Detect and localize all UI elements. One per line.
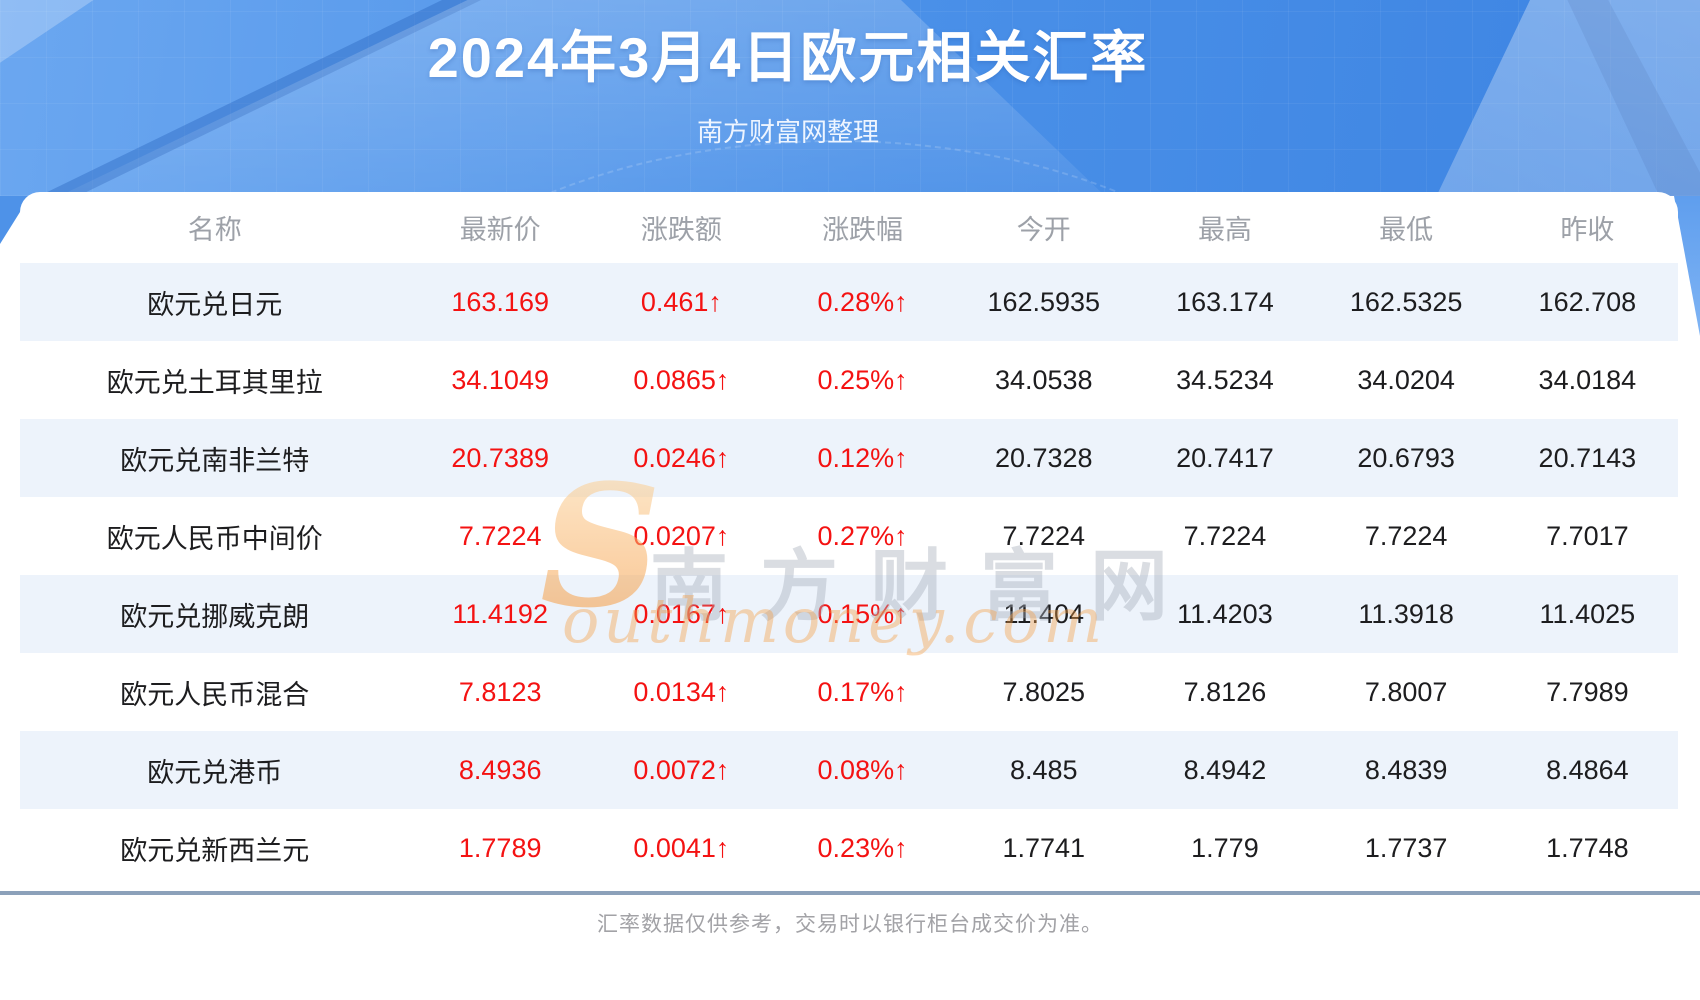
value-cell: 34.5234 bbox=[1176, 364, 1274, 395]
header-banner: 2024年3月4日欧元相关汇率 南方财富网整理 bbox=[0, 0, 1700, 196]
value-cell: 8.4839 bbox=[1364, 754, 1448, 785]
table-header-row: 名称 最新价 涨跌额 涨跌幅 今开 最高 最低 昨收 bbox=[20, 192, 1678, 263]
column-header: 名称 bbox=[187, 215, 242, 245]
value-cell: 7.7224 bbox=[1002, 520, 1086, 551]
value-cell: 162.708 bbox=[1538, 286, 1637, 317]
page-title: 2024年3月4日欧元相关汇率 bbox=[427, 26, 1149, 89]
value-cell: 0.0134↑ bbox=[633, 676, 730, 707]
column-header: 最高 bbox=[1197, 215, 1252, 245]
value-cell: 11.4025 bbox=[1539, 598, 1636, 629]
value-cell: 7.8025 bbox=[1002, 676, 1086, 707]
table-row: 欧元人民币混合 7.8123 0.0134↑ 0.17%↑ 7.8025 7.8126 7.… bbox=[20, 653, 1678, 731]
value-cell: 34.0184 bbox=[1538, 364, 1637, 395]
value-cell: 8.4942 bbox=[1183, 754, 1267, 785]
value-cell: 0.0041↑ bbox=[633, 832, 730, 863]
value-cell: 0.27%↑ bbox=[817, 520, 908, 551]
value-cell: 0.08%↑ bbox=[817, 754, 908, 785]
value-cell: 0.0072↑ bbox=[633, 754, 730, 785]
value-cell: 7.7224 bbox=[458, 520, 542, 551]
value-cell: 162.5325 bbox=[1349, 286, 1463, 317]
value-cell: 1.7748 bbox=[1546, 832, 1629, 863]
value-cell: 7.7224 bbox=[1364, 520, 1448, 551]
value-cell: 163.174 bbox=[1176, 286, 1274, 317]
value-cell: 7.7224 bbox=[1183, 520, 1267, 551]
table-body: 欧元兑日元 163.169 0.461↑ 0.28%↑ 162.5935 163.174 1… bbox=[20, 263, 1678, 887]
pair-name-cell: 欧元人民币中间价 bbox=[106, 523, 323, 554]
value-cell: 0.23%↑ bbox=[817, 832, 908, 863]
value-cell: 20.7389 bbox=[451, 442, 549, 473]
table-row: 欧元兑土耳其里拉 34.1049 0.0865↑ 0.25%↑ 34.0538 34.52… bbox=[20, 341, 1678, 419]
value-cell: 0.0246↑ bbox=[633, 442, 730, 473]
table-row: 欧元兑挪威克朗 11.4192 0.0167↑ 0.15%↑ 11.404 11.4203… bbox=[20, 575, 1678, 653]
table-row: 欧元兑南非兰特 20.7389 0.0246↑ 0.12%↑ 20.7328 20.741… bbox=[20, 419, 1678, 497]
value-cell: 0.0167↑ bbox=[633, 598, 730, 629]
value-cell: 1.7741 bbox=[1002, 832, 1086, 863]
column-header: 最低 bbox=[1379, 215, 1434, 245]
value-cell: 34.0538 bbox=[994, 364, 1093, 395]
value-cell: 0.25%↑ bbox=[817, 364, 908, 395]
pair-name-cell: 欧元兑南非兰特 bbox=[120, 445, 310, 476]
value-cell: 8.4936 bbox=[458, 754, 542, 785]
value-cell: 0.0207↑ bbox=[633, 520, 730, 551]
value-cell: 7.8007 bbox=[1364, 676, 1448, 707]
rates-card: 名称 最新价 涨跌额 涨跌幅 今开 最高 最低 昨收 欧元兑日元 163.169 0.461↑ 0.… bbox=[20, 192, 1678, 887]
value-cell: 34.0204 bbox=[1357, 364, 1455, 395]
column-header: 涨跌额 bbox=[640, 215, 722, 245]
value-cell: 34.1049 bbox=[451, 364, 549, 395]
table-row: 欧元人民币中间价 7.7224 0.0207↑ 0.27%↑ 7.7224 7.7224 7… bbox=[20, 497, 1678, 575]
value-cell: 0.15%↑ bbox=[817, 598, 908, 629]
value-cell: 163.169 bbox=[451, 286, 549, 317]
table-row: 欧元兑日元 163.169 0.461↑ 0.28%↑ 162.5935 163.174 1… bbox=[20, 263, 1678, 341]
value-cell: 7.7017 bbox=[1546, 520, 1629, 551]
value-cell: 20.7143 bbox=[1538, 442, 1637, 473]
value-cell: 1.7737 bbox=[1364, 832, 1448, 863]
value-cell: 0.461↑ bbox=[640, 286, 722, 317]
value-cell: 11.404 bbox=[1003, 598, 1085, 629]
page-subtitle: 南方财富网整理 bbox=[696, 117, 879, 147]
value-cell: 11.4203 bbox=[1177, 598, 1273, 629]
value-cell: 0.17%↑ bbox=[817, 676, 908, 707]
column-header: 涨跌幅 bbox=[822, 215, 904, 245]
value-cell: 1.779 bbox=[1191, 832, 1259, 863]
value-cell: 7.8126 bbox=[1183, 676, 1267, 707]
pair-name-cell: 欧元兑挪威克朗 bbox=[120, 601, 310, 632]
pair-name-cell: 欧元人民币混合 bbox=[120, 679, 310, 710]
column-header: 今开 bbox=[1016, 215, 1071, 245]
table-row: 欧元兑新西兰元 1.7789 0.0041↑ 0.23%↑ 1.7741 1.779 1.7… bbox=[20, 809, 1678, 887]
value-cell: 0.28%↑ bbox=[817, 286, 908, 317]
pair-name-cell: 欧元兑日元 bbox=[147, 289, 283, 320]
value-cell: 7.8123 bbox=[458, 676, 542, 707]
value-cell: 11.3918 bbox=[1358, 598, 1454, 629]
rates-table: 名称 最新价 涨跌额 涨跌幅 今开 最高 最低 昨收 欧元兑日元 163.169 0.461↑ 0.… bbox=[20, 192, 1678, 887]
value-cell: 11.4192 bbox=[452, 598, 548, 629]
value-cell: 20.7328 bbox=[994, 442, 1093, 473]
value-cell: 8.485 bbox=[1009, 754, 1078, 785]
value-cell: 7.7989 bbox=[1546, 676, 1629, 707]
column-header: 最新价 bbox=[459, 215, 541, 245]
value-cell: 8.4864 bbox=[1546, 754, 1629, 785]
value-cell: 1.7789 bbox=[458, 832, 542, 863]
footer-note: 汇率数据仅供参考，交易时以银行柜台成交价为准。 bbox=[597, 913, 1103, 936]
table-row: 欧元兑港币 8.4936 0.0072↑ 0.08%↑ 8.485 8.4942 8.483… bbox=[20, 731, 1678, 809]
pair-name-cell: 欧元兑土耳其里拉 bbox=[106, 367, 323, 398]
value-cell: 162.5935 bbox=[987, 286, 1101, 317]
value-cell: 0.0865↑ bbox=[633, 364, 730, 395]
column-header: 昨收 bbox=[1560, 215, 1615, 245]
value-cell: 20.6793 bbox=[1357, 442, 1455, 473]
value-cell: 0.12%↑ bbox=[817, 442, 908, 473]
pair-name-cell: 欧元兑港币 bbox=[147, 757, 283, 788]
banner-text-block: 2024年3月4日欧元相关汇率 南方财富网整理 bbox=[0, 0, 1638, 149]
pair-name-cell: 欧元兑新西兰元 bbox=[120, 835, 310, 866]
footer-divider bbox=[0, 891, 1700, 895]
value-cell: 20.7417 bbox=[1176, 442, 1274, 473]
